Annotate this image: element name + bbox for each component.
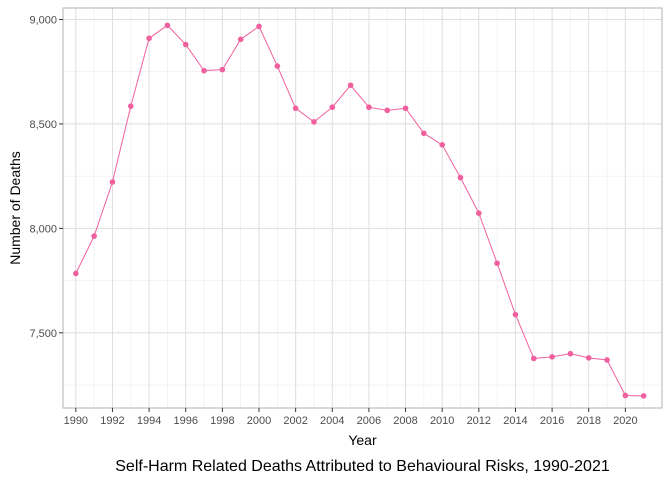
data-point	[292, 105, 299, 112]
x-tick-label: 2010	[430, 415, 454, 427]
x-tick-label: 2000	[247, 415, 271, 427]
tick-labels: 1990 1992 1994 1996 1998 2000 2002 2004 2006 2008…	[29, 14, 637, 427]
data-point	[640, 393, 647, 399]
data-point	[402, 105, 409, 112]
x-tick-label: 1994	[137, 415, 161, 427]
data-point	[73, 270, 79, 277]
data-point	[530, 355, 537, 362]
data-point	[457, 174, 464, 181]
x-tick-label: 2002	[283, 415, 307, 427]
data-point	[366, 104, 372, 111]
data-point	[311, 119, 317, 125]
data-point	[201, 67, 207, 74]
y-tick-label: 8,000	[29, 223, 57, 235]
data-point	[146, 35, 152, 42]
x-tick-label: 2016	[540, 415, 564, 427]
data-point	[622, 392, 629, 399]
x-tick-label: 1996	[173, 415, 197, 427]
x-tick-label: 2014	[503, 415, 527, 427]
data-point	[91, 233, 97, 239]
data-point	[347, 82, 354, 89]
y-tick-label: 8,500	[29, 119, 57, 131]
chart-caption: Self-Harm Related Deaths Attributed to B…	[115, 458, 610, 475]
y-axis-title: Number of Deaths	[7, 151, 23, 265]
data-point	[182, 41, 189, 48]
data-point	[164, 22, 171, 29]
x-tick-label: 2020	[613, 415, 637, 427]
x-tick-label: 1990	[64, 415, 88, 427]
data-point	[237, 36, 244, 43]
x-tick-label: 1992	[100, 415, 124, 427]
data-point	[439, 142, 445, 148]
series-line	[75, 24, 644, 397]
x-tick-label: 2006	[357, 415, 381, 427]
x-tick-label: 2018	[576, 415, 600, 427]
x-tick-label: 2008	[393, 415, 417, 427]
data-point	[585, 355, 592, 361]
data-point	[384, 107, 391, 114]
data-point	[219, 66, 226, 73]
data-point	[604, 357, 610, 363]
data-point	[421, 130, 427, 137]
data-point	[567, 350, 574, 357]
series-points	[73, 22, 647, 399]
data-point	[549, 354, 555, 360]
data-point	[256, 23, 262, 30]
data-point	[476, 210, 482, 216]
x-tick-label: 2012	[467, 415, 491, 427]
data-point	[109, 179, 116, 185]
data-point	[512, 311, 519, 318]
x-tick-label: 2004	[320, 415, 344, 427]
y-tick-label: 9,000	[29, 14, 57, 26]
data-point	[274, 63, 281, 69]
grid-lines	[63, 8, 662, 408]
data-point	[329, 104, 336, 111]
data-point	[127, 103, 134, 109]
data-point	[494, 260, 500, 267]
y-tick-label: 7,500	[29, 328, 57, 340]
plot-panel-border	[62, 7, 663, 409]
series-lines	[75, 24, 644, 397]
x-tick-label: 1998	[210, 415, 234, 427]
axis-ticks	[59, 18, 626, 412]
x-axis-title: Year	[348, 432, 377, 448]
